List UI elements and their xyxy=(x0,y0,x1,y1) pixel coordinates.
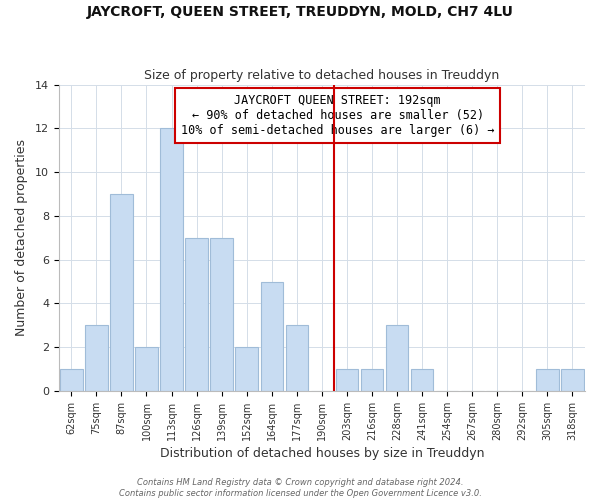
X-axis label: Distribution of detached houses by size in Treuddyn: Distribution of detached houses by size … xyxy=(160,447,484,460)
Bar xyxy=(85,326,107,391)
Text: JAYCROFT, QUEEN STREET, TREUDDYN, MOLD, CH7 4LU: JAYCROFT, QUEEN STREET, TREUDDYN, MOLD, … xyxy=(86,5,514,19)
Bar xyxy=(335,369,358,391)
Bar xyxy=(561,369,584,391)
Bar xyxy=(260,282,283,391)
Bar xyxy=(60,369,83,391)
Bar xyxy=(160,128,183,391)
Bar xyxy=(386,326,409,391)
Text: JAYCROFT QUEEN STREET: 192sqm
← 90% of detached houses are smaller (52)
10% of s: JAYCROFT QUEEN STREET: 192sqm ← 90% of d… xyxy=(181,94,494,136)
Bar xyxy=(185,238,208,391)
Bar xyxy=(286,326,308,391)
Bar xyxy=(361,369,383,391)
Bar xyxy=(411,369,433,391)
Title: Size of property relative to detached houses in Treuddyn: Size of property relative to detached ho… xyxy=(144,69,500,82)
Bar xyxy=(536,369,559,391)
Bar xyxy=(235,347,258,391)
Bar xyxy=(135,347,158,391)
Y-axis label: Number of detached properties: Number of detached properties xyxy=(15,140,28,336)
Bar xyxy=(211,238,233,391)
Text: Contains HM Land Registry data © Crown copyright and database right 2024.
Contai: Contains HM Land Registry data © Crown c… xyxy=(119,478,481,498)
Bar xyxy=(110,194,133,391)
